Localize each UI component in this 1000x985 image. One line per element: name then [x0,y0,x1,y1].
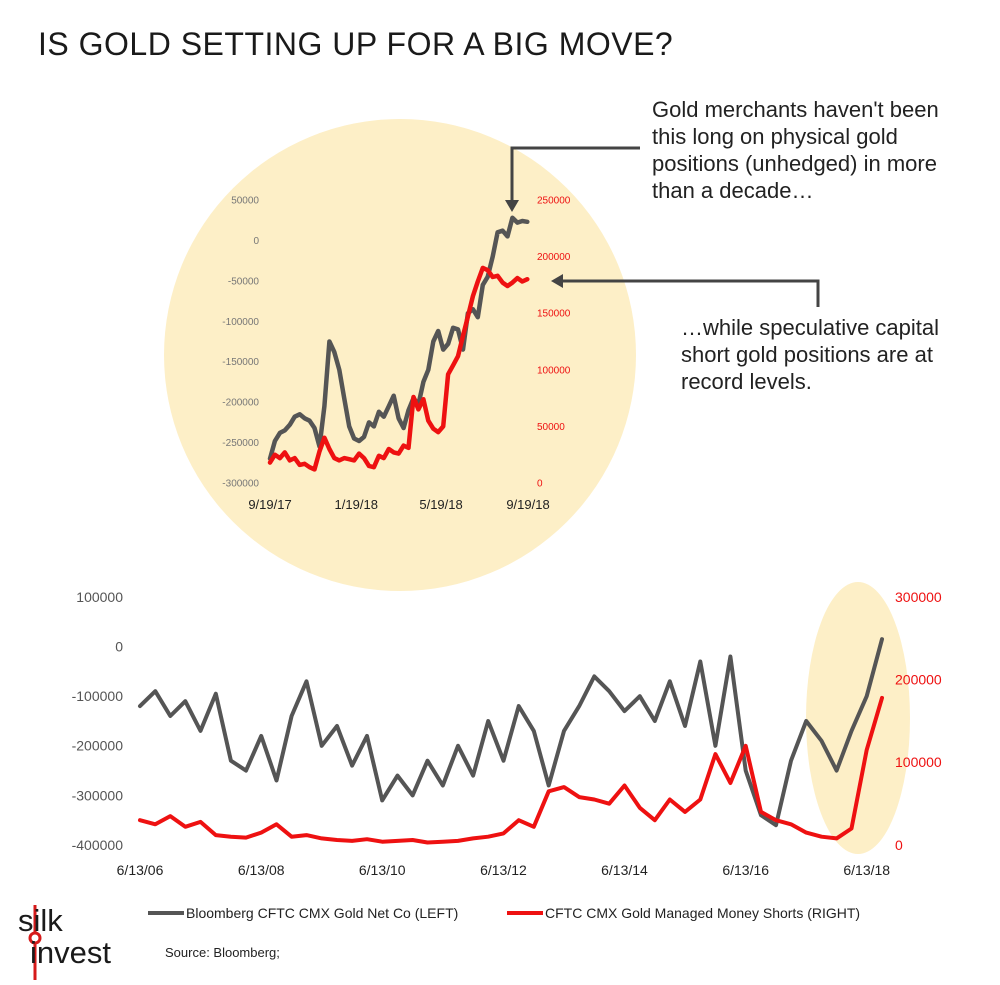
y-left-tick-label-1-1: 0 [115,639,123,655]
y-left-tick-label-0-3: -100000 [222,317,259,328]
y-left-tick-label-0-0: 50000 [231,196,259,207]
logo-text-silk: silk [18,903,63,938]
y-right-tick-label-1-1: 200000 [895,672,942,688]
x-tick-label-0-1: 1/19/18 [335,497,378,512]
legend-label-net: Bloomberg CFTC CMX Gold Net Co (LEFT) [186,905,459,921]
y-left-tick-label-0-4: -150000 [222,357,259,368]
y-right-tick-label-1-3: 0 [895,837,903,853]
source-note: Source: Bloomberg; [165,945,280,960]
y-left-tick-label-0-5: -200000 [222,398,259,409]
y-right-tick-label-0-2: 150000 [537,309,571,320]
chart-bottom: 100000 0 -100000 -200000 -300000 -400000 30000… [72,589,942,878]
legend-shorts: CFTC CMX Gold Managed Money Shorts (RIGH… [507,905,860,921]
x-tick-label-1-0: 6/13/06 [117,862,164,878]
y-right-tick-label-1-2: 100000 [895,754,942,770]
y-left-tick-label-1-3: -200000 [72,738,124,754]
y-left-tick-label-0-6: -250000 [222,438,259,449]
legend-label-shorts: CFTC CMX Gold Managed Money Shorts (RIGH… [545,905,861,921]
y-left-tick-label-0-1: 0 [253,236,259,247]
x-tick-label-1-6: 6/13/18 [843,862,890,878]
callout-speculative-short: …while speculative capital short gold po… [681,315,940,394]
y-right-tick-label-0-3: 100000 [537,365,571,376]
x-tick-label-1-4: 6/13/14 [601,862,648,878]
legend-swatch-shorts [507,911,543,915]
silkinvest-logo: silk invest [18,903,138,980]
arrow-bottom [551,274,820,307]
legend-net: Bloomberg CFTC CMX Gold Net Co (LEFT) [148,905,458,921]
y-left-tick-label-0-2: -50000 [228,276,260,287]
y-right-tick-label-0-1: 200000 [537,252,571,263]
y-left-tick-label-1-4: -300000 [72,787,124,803]
logo-mark [28,905,42,980]
y-right-tick-label-1-0: 300000 [895,589,942,605]
x-tick-label-1-5: 6/13/16 [722,862,769,878]
chart-top: 50000 0 -50000 -100000 -150000 -200000 -250000… [222,196,571,513]
y-left-tick-label-1-0: 100000 [76,589,123,605]
logo-text-invest: invest [30,935,111,970]
y-left-tick-label-1-5: -400000 [72,837,124,853]
highlight-circle-top [164,119,636,591]
y-right-tick-label-0-0: 250000 [537,196,571,207]
x-tick-label-1-3: 6/13/12 [480,862,527,878]
x-tick-label-0-0: 9/19/17 [248,497,291,512]
y-left-tick-label-0-7: -300000 [222,479,259,490]
series-line-1-net [138,637,884,828]
y-right-tick-label-0-5: 0 [537,479,543,490]
page-title: IS GOLD SETTING UP FOR A BIG MOVE? [38,26,674,62]
y-right-tick-label-0-4: 50000 [537,422,565,433]
arrow-top [505,146,640,212]
series-line-1-shorts [138,695,884,845]
x-tick-label-1-1: 6/13/08 [238,862,285,878]
y-left-tick-label-1-2: -100000 [72,688,124,704]
series-line-0-net [267,215,530,461]
callout-merchants-long: Gold merchants haven't been this long on… [652,97,939,203]
x-tick-label-1-2: 6/13/10 [359,862,406,878]
legend-swatch-net [148,911,184,915]
x-tick-label-0-2: 5/19/18 [419,497,462,512]
series-line-0-shorts [267,265,530,472]
x-tick-label-0-3: 9/19/18 [506,497,549,512]
